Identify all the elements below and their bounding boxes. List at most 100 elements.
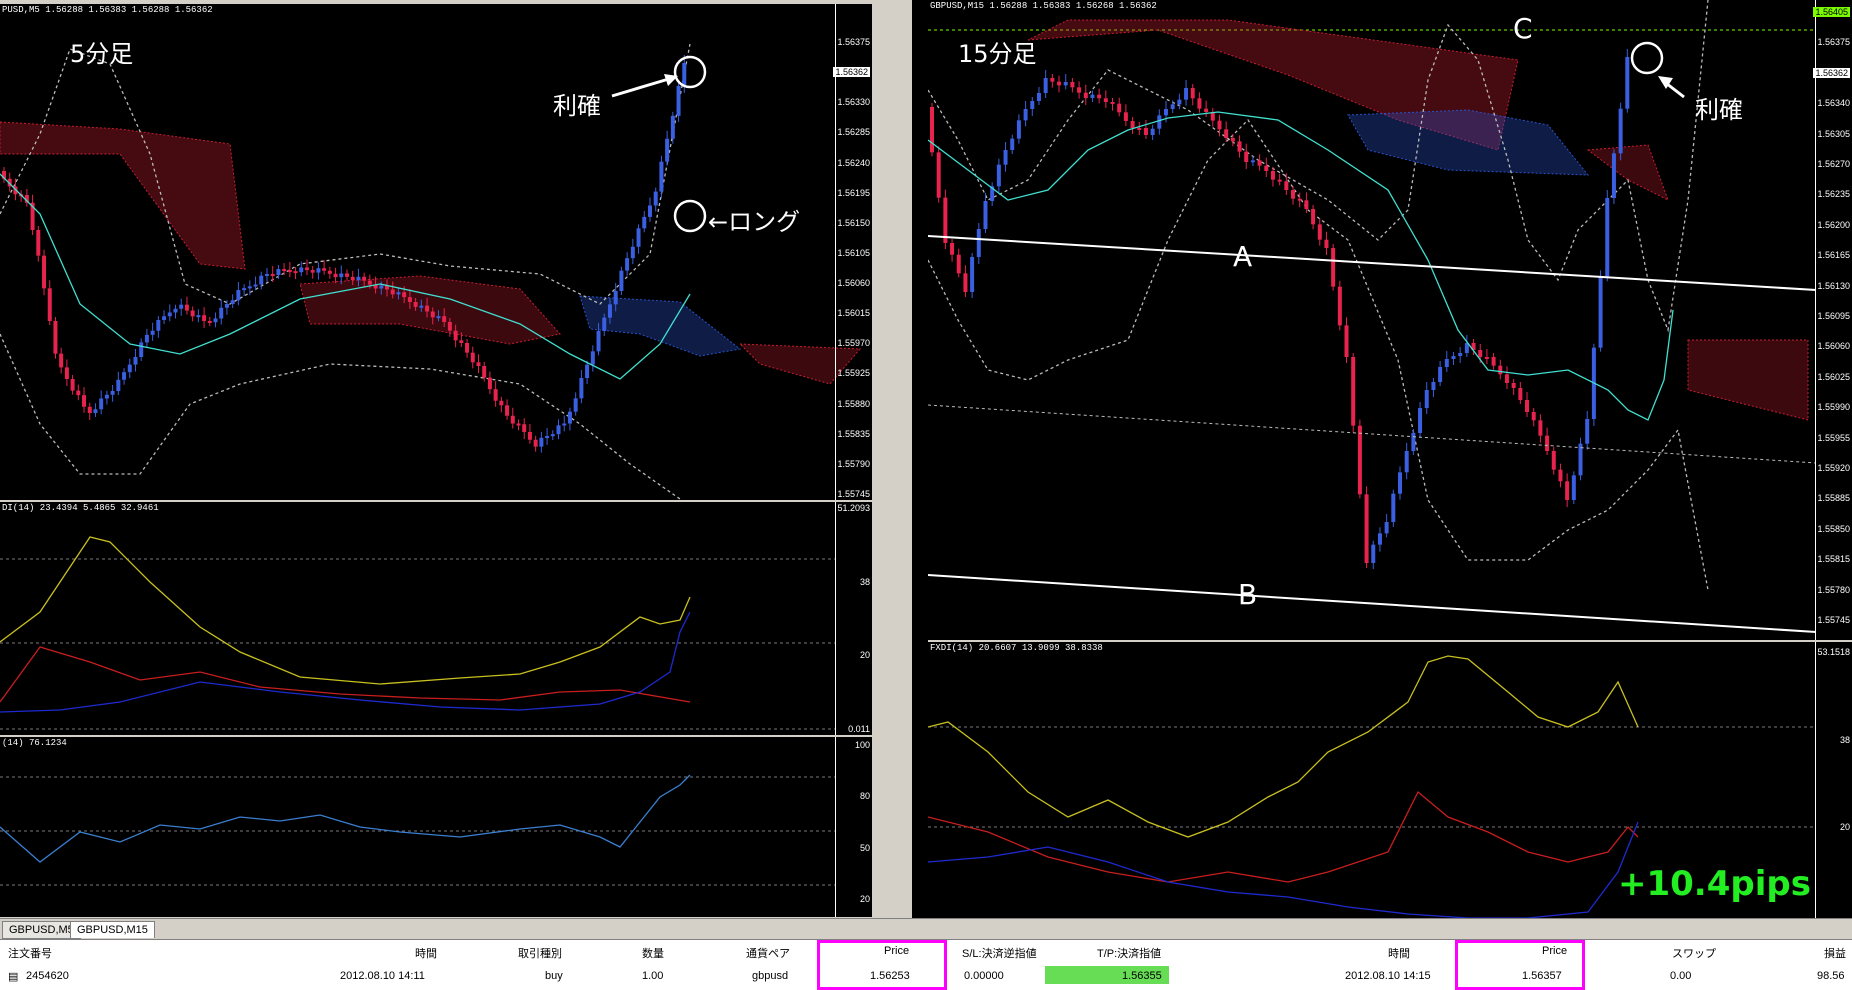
m5-candle-body [516,423,521,426]
price-tick-label: 1.55850 [1817,523,1850,534]
price-tick-label: 1.56095 [1817,311,1850,321]
m5-candle-body [402,292,407,298]
price-tick-label: 50 [859,842,870,853]
m5-candle-body [430,311,435,318]
m15-candle-body [1331,248,1336,287]
m5-candle-body [299,267,304,273]
row-ticket[interactable]: 2454620 [26,970,69,982]
m5-candle-body [236,290,241,301]
open-price-highlight [817,940,947,990]
price-tick-label: 1.55925 [837,368,870,379]
ichimoku-cloud-blue [1347,109,1590,176]
right-price-chart[interactable]: GBPUSD,M15 1.56288 1.56383 1.56268 1.563… [928,0,1852,640]
m5-candle-body [247,286,252,289]
row-close-price: 1.56357 [1522,970,1562,982]
m5-candle-body [436,316,441,319]
tab-gbpusd-m5[interactable]: GBPUSD,M5 [2,921,81,939]
chart-splitter[interactable] [872,0,876,918]
m5-candle-body [82,395,87,407]
m15-candle-body [1478,350,1483,357]
m5-candle-body [470,352,475,363]
m15-candle-body [1458,353,1463,356]
m5-candle-body [196,315,201,318]
m5-candle-body [613,291,618,305]
m5-candle-body [362,276,367,281]
level-c-label: C [1513,12,1533,45]
row-sl: 0.00000 [964,970,1004,982]
m5-candle-body [556,425,561,435]
left-fxdi-panel[interactable]: DI(14) 23.4394 5.4865 32.9461 51.2093 38 2… [0,502,872,735]
m5-candle-body [527,432,532,440]
tab-gbpusd-m15[interactable]: GBPUSD,M15 [70,921,155,938]
m15-candle-body [1050,78,1055,82]
price-tick-label: 1.55835 [837,428,870,439]
m5-candle-body [156,320,161,331]
price-tick-label: 1.56340 [1817,98,1850,109]
m5-candle-body [379,285,384,289]
price-tick-label: 51.2093 [837,503,870,513]
price-tick-label: 1.55880 [837,398,870,409]
col-open-price[interactable]: Price [884,945,910,957]
m5-candle-body [636,228,641,247]
col-swap[interactable]: スワップ [1672,948,1716,960]
price-tick-label: 20 [859,894,870,904]
right-fxdi-panel[interactable]: FXDI(14) 20.6607 13.9099 38.8338 +10.4pi… [928,642,1852,918]
annotation-arrowhead [1658,76,1673,89]
m5-candle-body [310,270,315,273]
di-plus-line [928,821,1639,918]
m5-candle-body [573,398,578,412]
m15-candle-body [1451,356,1456,359]
price-tick-label: 100 [854,740,870,750]
col-sl[interactable]: S/L:決済逆指値 [962,948,1037,960]
m15-candle-body [1504,374,1509,383]
m5-candle-body [287,270,292,273]
left-price-chart[interactable]: PUSD,M5 1.56288 1.56383 1.56288 1.56362 … [0,4,872,500]
price-tick-label: 1.56330 [837,97,870,108]
m15-candle-body [1531,412,1536,421]
m15-candle-body [1551,451,1556,470]
m5-candle-body [167,312,172,317]
m5-candle-body [7,178,12,187]
left-price-axis [835,4,872,500]
price-tick-label: 1.56195 [837,187,870,198]
m5-candle-body [327,270,332,274]
tp-cell-highlight [1045,966,1169,984]
annotation-arrow [611,76,673,98]
price-tick-label: 1.56305 [1817,128,1850,139]
right-fxdi-plot [928,655,1816,918]
col-open-time[interactable]: 時間 [415,948,437,960]
m5-candle-body [30,202,35,230]
price-tick-label: 1.55990 [1817,402,1850,413]
m5-candle-body [304,267,309,271]
left-rsi-panel[interactable]: (14) 76.1234 100 80 50 20 [0,737,872,917]
m5-candle-body [47,288,52,321]
col-ticket[interactable]: 注文番号 [8,948,52,960]
m5-candle-body [619,270,624,291]
col-symbol[interactable]: 通貨ペア [746,948,790,960]
m15-candle-body [1090,94,1095,98]
trendline-a [928,235,1817,291]
bollinger-lower [0,333,681,500]
col-type[interactable]: 取引種別 [518,948,562,960]
col-tp[interactable]: T/P:決済指値 [1097,948,1162,960]
m15-candle-body [1224,129,1229,138]
col-close-time[interactable]: 時間 [1388,948,1410,960]
m5-candle-body [539,437,544,447]
m5-candle-body [104,394,109,399]
col-size[interactable]: 数量 [642,948,664,960]
ichimoku-cloud-red [1586,144,1669,202]
m5-candle-body [282,269,287,272]
m5-candle-body [270,273,275,276]
col-profit[interactable]: 損益 [1824,948,1846,960]
m5-candle-body [493,389,498,401]
m15-candle-body [1538,420,1543,436]
m15-candle-body [1150,128,1155,135]
col-close-price[interactable]: Price [1542,945,1568,957]
price-tick-label: 1.55790 [837,458,870,469]
m15-candle-body [1070,82,1075,88]
di-minus-line [928,790,1639,883]
m5-candle-body [630,246,635,259]
m15-candle-body [1177,99,1182,105]
m15-candle-body [1578,443,1583,476]
m15-candle-body [976,229,981,257]
